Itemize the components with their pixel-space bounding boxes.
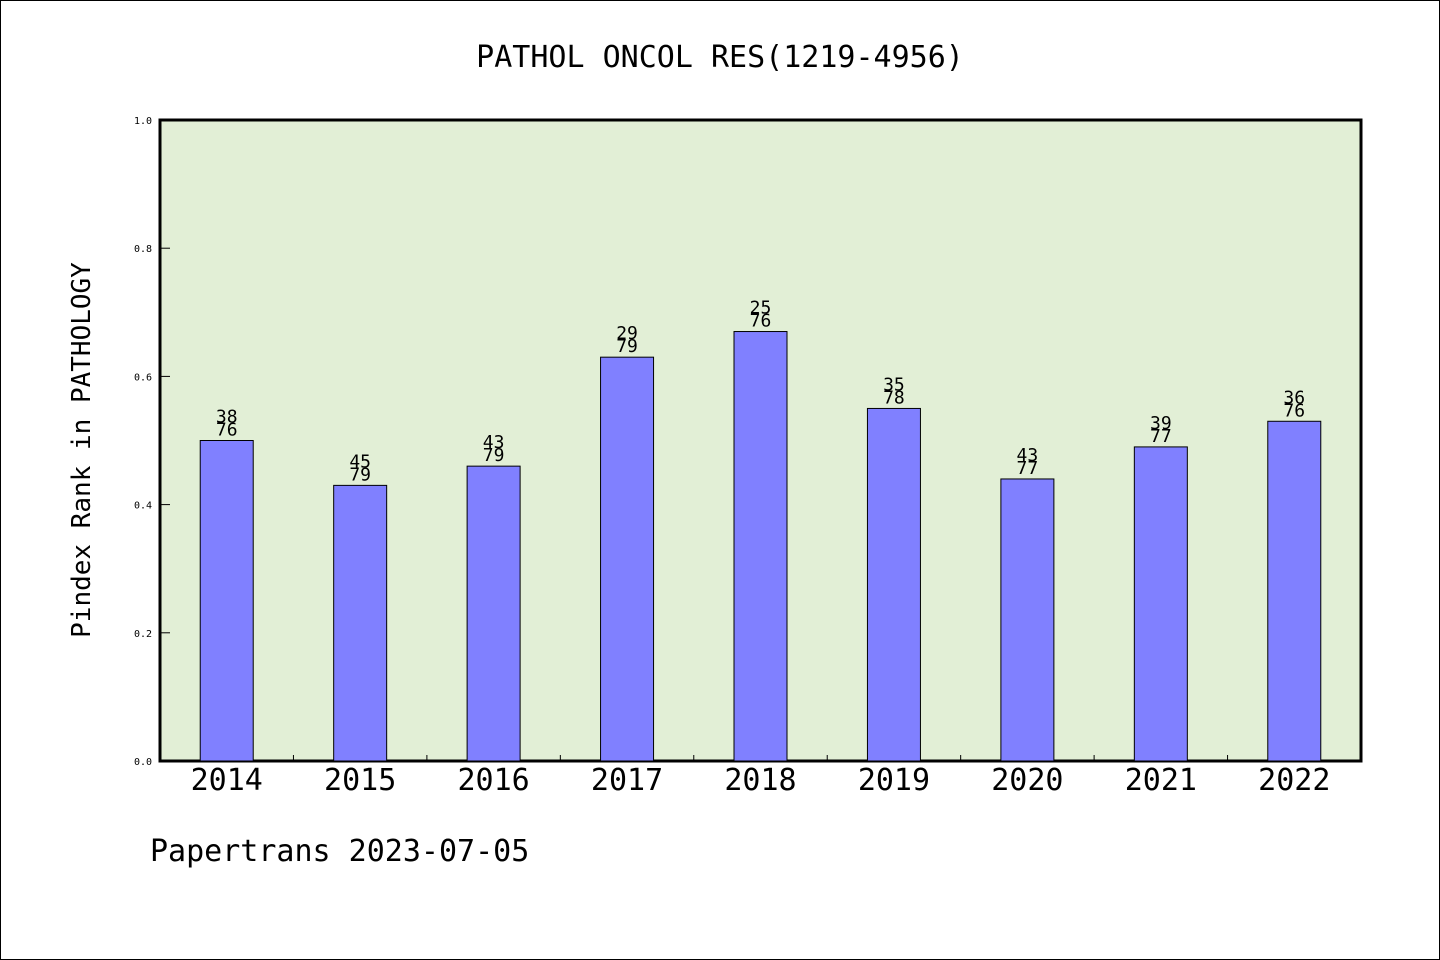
bar (1267, 420, 1322, 762)
x-tick-label: 2021 (1125, 763, 1197, 798)
x-tick-label: 2022 (1258, 763, 1330, 798)
x-axis: 2014 2015 2016 2017 2018 2019 2020 2021 2022 (191, 755, 1330, 798)
bar (1133, 446, 1188, 762)
bar-label-top: 25 (750, 298, 772, 319)
x-tick-label: 2017 (591, 763, 663, 798)
bar-label-top: 38 (216, 407, 238, 428)
x-tick-label: 2016 (457, 763, 529, 798)
bar (866, 407, 921, 762)
y-tick-label: 0.0 (134, 757, 152, 768)
bar (733, 331, 788, 762)
bar-label-bottom: 77 (1150, 426, 1172, 447)
x-tick-label: 2020 (991, 763, 1063, 798)
bar-label-bottom: 76 (1283, 400, 1305, 421)
y-axis: 0.0 0.2 0.4 0.6 0.8 1.0 (134, 116, 170, 768)
y-tick-label: 0.2 (134, 629, 152, 640)
bar (1000, 478, 1055, 762)
bar-label-bottom: 77 (1017, 458, 1039, 479)
y-tick-label: 0.4 (134, 501, 152, 512)
x-tick-label: 2019 (858, 763, 930, 798)
bar-label-top: 36 (1283, 387, 1305, 408)
bar (199, 440, 254, 762)
bar (466, 465, 521, 762)
bar-label-top: 35 (883, 374, 905, 395)
chart-title: PATHOL ONCOL RES(1219-4956) (476, 40, 964, 75)
bar (333, 484, 388, 762)
x-tick-label: 2018 (724, 763, 796, 798)
y-tick-label: 0.6 (134, 372, 152, 383)
bar-label-top: 29 (616, 323, 638, 344)
x-tick-label: 2015 (324, 763, 396, 798)
footer-credit: Papertrans 2023-07-05 (150, 834, 530, 869)
y-tick-label: 0.8 (134, 244, 152, 255)
bar-label-bottom: 79 (483, 445, 505, 466)
bar-label-top: 45 (349, 451, 371, 472)
bar-label-top: 43 (483, 432, 505, 453)
bar-label-top: 43 (1017, 445, 1039, 466)
y-axis-label: Pindex Rank in PATHOLOGY (67, 262, 97, 638)
bar-label-top: 39 (1150, 413, 1172, 434)
bar-label-bottom: 78 (883, 387, 905, 408)
y-tick-label: 1.0 (134, 116, 152, 127)
bar-label-bottom: 76 (750, 311, 772, 332)
bars (199, 331, 1322, 762)
bar-label-bottom: 79 (349, 464, 371, 485)
x-tick-label: 2014 (191, 763, 263, 798)
bar (600, 356, 655, 762)
bar-label-bottom: 79 (616, 336, 638, 357)
bar-label-bottom: 76 (216, 420, 238, 441)
